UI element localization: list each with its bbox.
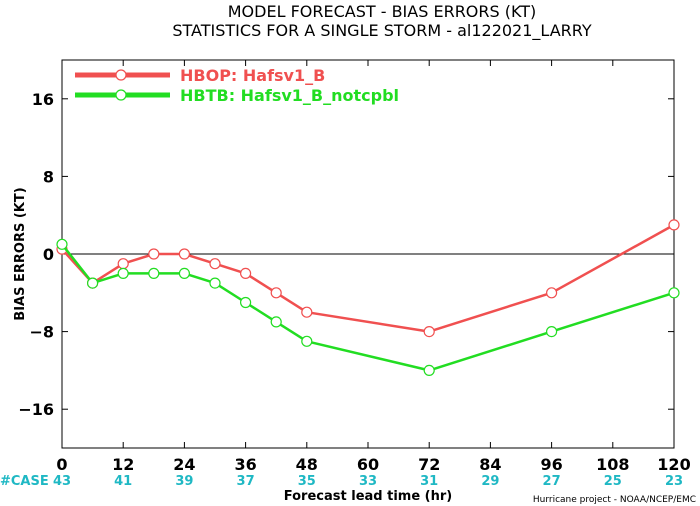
case-count: 37 — [237, 474, 255, 489]
x-tick-label: 12 — [112, 455, 134, 474]
data-point-hbtb — [270, 316, 282, 328]
y-tick-label: 16 — [32, 90, 54, 109]
data-point-hbtb — [178, 267, 190, 279]
chart-subtitle: STATISTICS FOR A SINGLE STORM - al122021… — [172, 21, 591, 41]
case-label: #CASE — [0, 474, 49, 489]
legend-label-hbop: HBOP: Hafsv1_B — [180, 66, 325, 85]
x-tick-label: 48 — [296, 455, 318, 474]
data-point-hbtb — [301, 335, 313, 347]
y-tick-label: −16 — [18, 400, 54, 419]
case-count: 43 — [53, 474, 71, 489]
data-point-hbop — [668, 219, 680, 231]
data-point-hbop — [117, 258, 129, 270]
data-point-hbop — [240, 267, 252, 279]
legend: HBOP: Hafsv1_B HBTB: Hafsv1_B_notcpbl — [75, 66, 399, 105]
y-axis-label: BIAS ERRORS (KT) — [13, 187, 28, 320]
data-point-hbop — [301, 306, 313, 318]
case-count: 33 — [359, 474, 377, 489]
data-point-hbop — [423, 326, 435, 338]
case-count: 27 — [543, 474, 561, 489]
credit-text: Hurricane project - NOAA/NCEP/EMC — [533, 495, 696, 505]
series-line-hbtb — [61, 243, 675, 372]
data-point-hbop — [270, 287, 282, 299]
data-point-hbop — [209, 258, 221, 270]
data-point-hbtb — [209, 277, 221, 289]
case-count: 29 — [481, 474, 499, 489]
case-count: 31 — [420, 474, 438, 489]
data-point-hbtb — [117, 267, 129, 279]
x-axis-label: Forecast lead time (hr) — [284, 489, 452, 504]
chart-title: MODEL FORECAST - BIAS ERRORS (KT) — [228, 2, 537, 21]
case-counts: 43 41 39 37 35 33 31 29 27 25 23 — [53, 474, 683, 489]
x-tick-label: 120 — [657, 455, 690, 474]
data-point-hbtb — [240, 296, 252, 309]
legend-marker-hbtb — [115, 89, 127, 101]
y-tick-label: −8 — [29, 323, 54, 342]
data-point-hbtb — [668, 287, 680, 299]
data-point-hbtb — [423, 364, 435, 376]
x-tick-label: 24 — [173, 455, 195, 474]
x-tick-label: 36 — [234, 455, 256, 474]
x-tick-label: 72 — [418, 455, 440, 474]
case-count: 41 — [114, 474, 132, 489]
data-point-hbtb — [148, 267, 160, 279]
x-tick-label: 0 — [56, 455, 67, 474]
case-count: 25 — [604, 474, 622, 489]
data-point-hbtb — [545, 326, 558, 338]
y-tick-label: 0 — [43, 245, 54, 264]
data-point-hbop — [148, 248, 160, 260]
data-point-hbop — [545, 287, 558, 299]
x-tick-label: 60 — [357, 455, 379, 474]
case-count: 35 — [298, 474, 316, 489]
series-layer — [56, 219, 680, 376]
case-count: 23 — [665, 474, 683, 489]
y-tick-label: 8 — [43, 167, 54, 186]
legend-label-hbtb: HBTB: Hafsv1_B_notcpbl — [180, 86, 399, 105]
data-point-hbtb — [56, 238, 68, 250]
y-axis-ticks: −16 −8 0 8 16 — [18, 90, 674, 419]
data-point-hbop — [178, 248, 190, 260]
series-line-hbop — [61, 223, 675, 333]
case-count: 39 — [175, 474, 193, 489]
x-tick-label: 108 — [596, 455, 629, 474]
x-tick-label: 96 — [540, 455, 562, 474]
x-axis-ticks: 0 12 24 36 48 60 72 84 96 108 120 — [56, 60, 691, 474]
x-tick-label: 84 — [479, 455, 501, 474]
legend-marker-hbop — [115, 69, 127, 81]
data-point-hbtb — [86, 277, 99, 289]
